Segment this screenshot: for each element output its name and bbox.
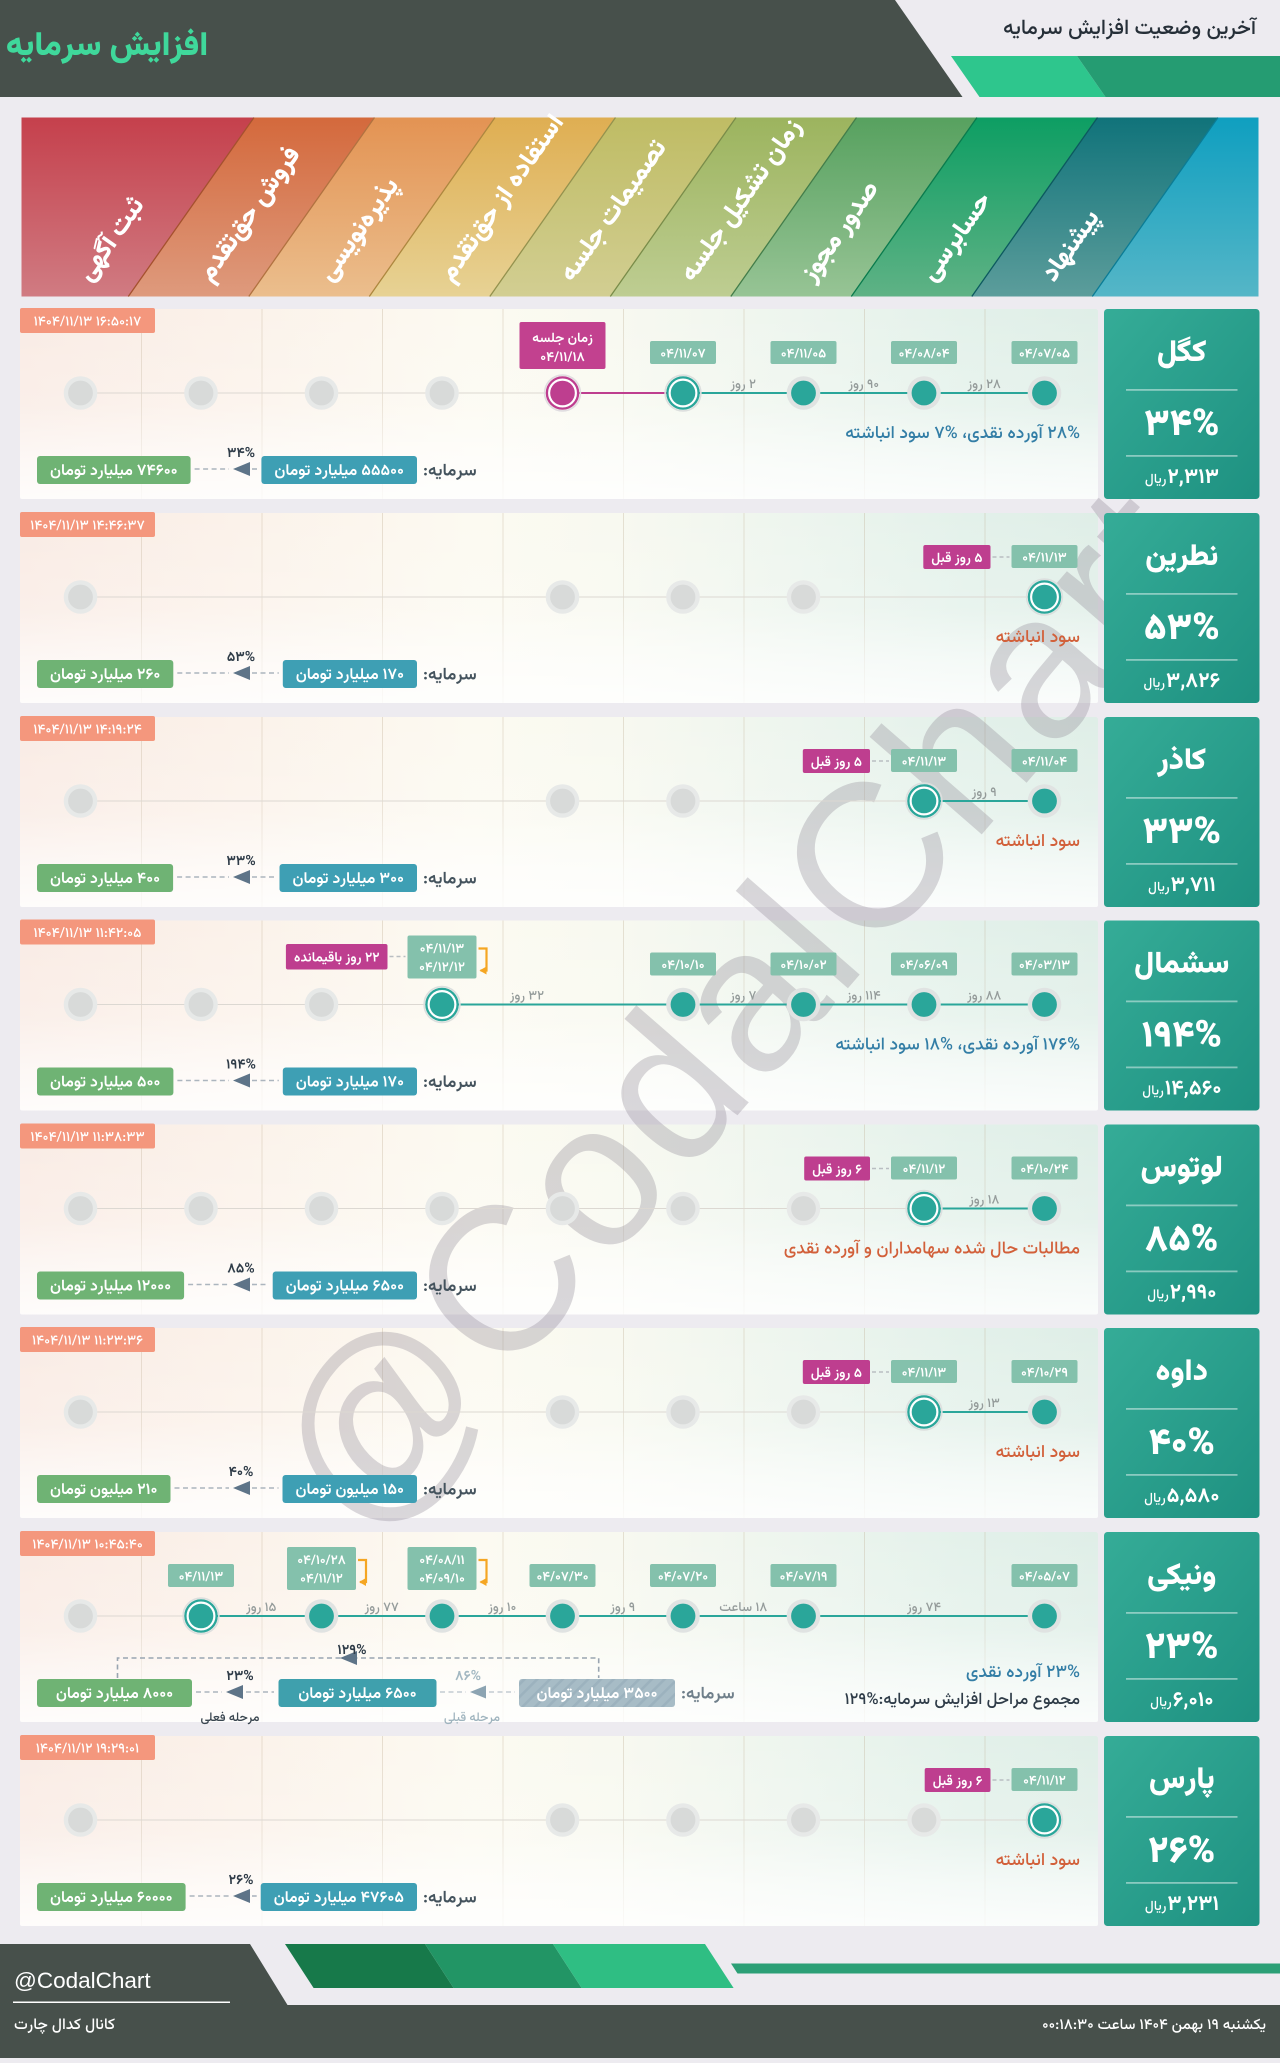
svg-text:@CodalChart: @CodalChart [14,1968,151,1993]
